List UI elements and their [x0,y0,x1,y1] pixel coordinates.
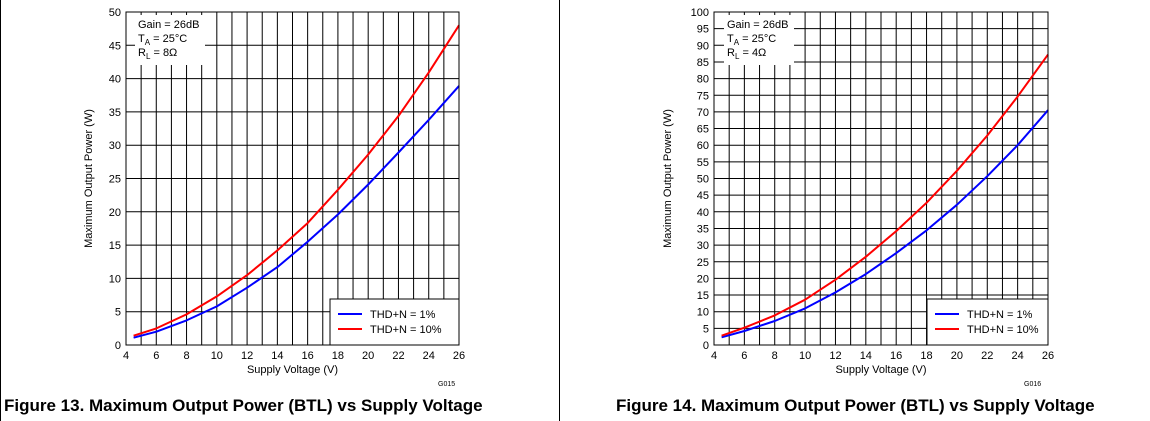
chart2-legend-label: THD+N = 10% [967,324,1039,336]
chart2-y-tick-label: 35 [697,223,709,235]
chart1-conditions-bg [135,15,205,65]
chart1-y-tick-label: 20 [109,207,121,219]
chart2-y-tick-label: 65 [697,124,709,136]
chart2-y-tick-label: 95 [697,24,709,36]
chart2-conditions-bg [724,15,794,65]
chart2-x-tick-label: 8 [772,350,778,362]
figure-14-caption: Figure 14. Maximum Output Power (BTL) vs… [616,396,1095,415]
chart1-figure-code: G015 [438,381,455,388]
chart1-x-tick-label: 10 [211,350,223,362]
chart2-y-tick-label: 75 [697,90,709,102]
chart1-y-axis-label: Maximum Output Power (W) [83,109,95,248]
chart2-x-axis-label: Supply Voltage (V) [835,364,926,376]
chart1-x-tick-label: 24 [423,350,435,362]
chart2-series-line-thd-1pct [721,109,1049,339]
chart1-y-tick-label: 15 [109,240,121,252]
chart2-y-tick-label: 100 [691,7,709,19]
chart1-condition-load: RL = 8Ω [138,47,177,61]
chart2-legend-label: THD+N = 1% [967,309,1033,321]
chart2-figure-code: G016 [1024,381,1041,388]
chart1-x-tick-label: 14 [271,350,283,362]
chart1-y-tick-label: 30 [109,140,121,152]
chart2-y-tick-label: 55 [697,157,709,169]
chart2-condition-gain: Gain = 26dB [727,19,788,31]
chart2-y-tick-label: 60 [697,140,709,152]
chart2-y-tick-label: 40 [697,207,709,219]
chart2-plot-frame [713,11,1049,346]
chart2-x-tick-label: 4 [711,350,717,362]
chart1-x-tick-label: 20 [362,350,374,362]
chart1-x-tick-label: 8 [183,350,189,362]
figure-13-caption: Figure 13. Maximum Output Power (BTL) vs… [4,396,483,415]
chart1-y-tick-label: 5 [115,307,121,319]
chart1-condition-temperature: TA = 25°C [138,33,187,47]
chart2-x-tick-label: 26 [1042,350,1054,362]
chart1-series-line-thd-1pct [133,85,460,339]
chart1-x-axis-label: Supply Voltage (V) [247,364,338,376]
chart2-y-axis-label: Maximum Output Power (W) [662,109,674,248]
chart1-condition-gain: Gain = 26dB [138,19,199,31]
chart2-y-tick-label: 0 [703,340,709,352]
chart2-x-tick-label: 18 [920,350,932,362]
chart1-x-tick-label: 12 [241,350,253,362]
chart2-y-tick-label: 45 [697,190,709,202]
chart2-x-tick-label: 6 [741,350,747,362]
chart2-y-tick-label: 5 [703,323,709,335]
chart2-x-tick-label: 24 [1012,350,1024,362]
chart2-x-tick-label: 12 [829,350,841,362]
chart2-y-tick-label: 30 [697,240,709,252]
chart2-x-tick-label: 16 [890,350,902,362]
chart1-x-tick-label: 16 [302,350,314,362]
chart2-y-tick-label: 50 [697,174,709,186]
chart2-x-tick-label: 14 [860,350,872,362]
chart2-y-tick-label: 90 [697,40,709,52]
chart2-y-tick-label: 15 [697,290,709,302]
chart1-y-tick-label: 35 [109,107,121,119]
chart1-x-tick-label: 22 [392,350,404,362]
chart1-y-tick-label: 25 [109,174,121,186]
chart2-y-tick-label: 80 [697,74,709,86]
chart2-x-tick-label: 20 [951,350,963,362]
chart1-y-tick-label: 0 [115,340,121,352]
chart2-y-tick-label: 10 [697,307,709,319]
chart1-x-tick-label: 6 [153,350,159,362]
left-divider-line [0,0,1,421]
chart1-series-line-thd-10pct [133,24,460,337]
chart1-y-tick-label: 45 [109,40,121,52]
chart2-y-tick-label: 20 [697,273,709,285]
chart2-x-tick-label: 10 [799,350,811,362]
chart2-y-tick-label: 70 [697,107,709,119]
chart2-series-line-thd-10pct [721,54,1049,337]
chart1-y-tick-label: 50 [109,7,121,19]
chart1-legend-label: THD+N = 10% [370,324,442,336]
chart1-x-tick-label: 18 [332,350,344,362]
chart2-y-tick-label: 85 [697,57,709,69]
center-divider-line [559,0,560,421]
chart2-y-tick-label: 25 [697,257,709,269]
chart1-legend-label: THD+N = 1% [370,309,436,321]
chart1-plot-frame [125,11,460,346]
chart1-y-tick-label: 10 [109,273,121,285]
chart2-legend-box [926,298,1049,346]
chart2-x-tick-label: 22 [981,350,993,362]
chart1-x-tick-label: 26 [453,350,465,362]
chart1-legend-box [329,298,460,346]
chart2-condition-temperature: TA = 25°C [727,33,776,47]
chart2-condition-load: RL = 4Ω [727,47,766,61]
chart1-x-tick-label: 4 [123,350,129,362]
chart1-y-tick-label: 40 [109,74,121,86]
